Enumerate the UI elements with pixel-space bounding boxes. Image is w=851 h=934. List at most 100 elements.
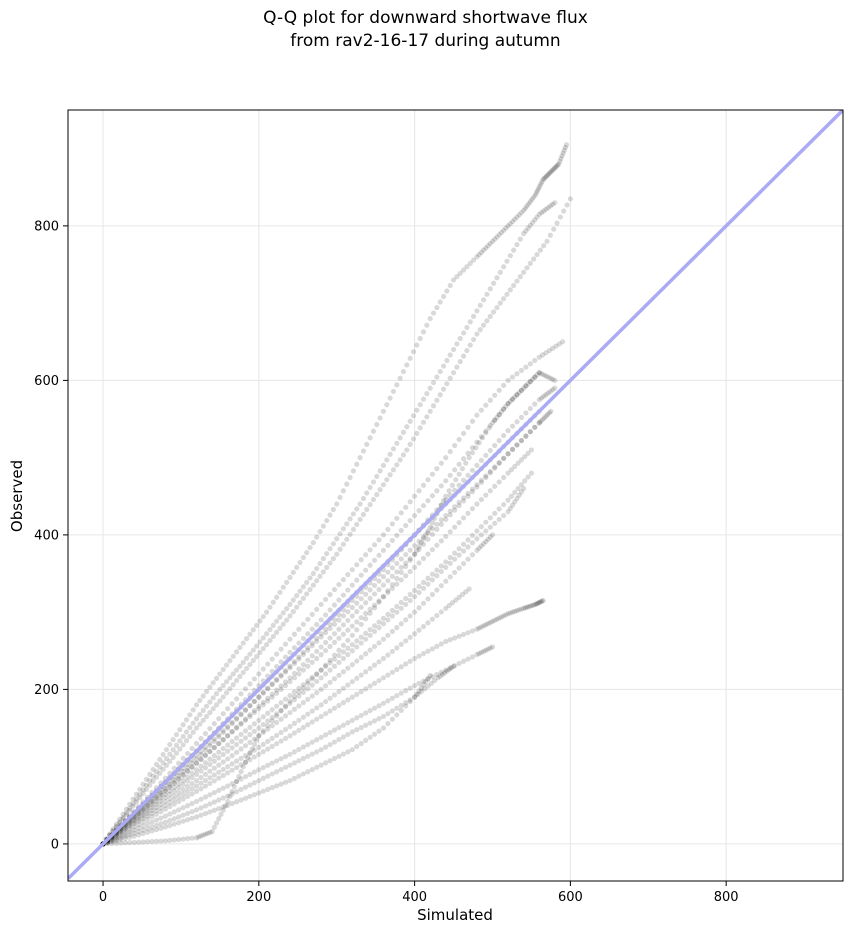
- scatter-point: [287, 649, 293, 655]
- scatter-point: [465, 510, 471, 516]
- scatter-point: [322, 639, 329, 646]
- scatter-point: [387, 472, 393, 478]
- scatter-point: [456, 461, 462, 467]
- scatter-point: [345, 665, 351, 671]
- scatter-point: [251, 728, 257, 734]
- scatter-point: [501, 455, 507, 461]
- scatter-point: [256, 733, 262, 739]
- scatter-point: [470, 313, 477, 319]
- scatter-point: [489, 532, 496, 538]
- scatter-point: [113, 840, 120, 846]
- scatter-point: [496, 479, 502, 485]
- scatter-point: [256, 694, 262, 700]
- scatter-point: [398, 569, 404, 576]
- scatter-point: [197, 711, 203, 718]
- scatter-point: [429, 616, 436, 622]
- scatter-point: [238, 711, 244, 717]
- scatter-point: [238, 720, 244, 726]
- scatter-point: [541, 415, 547, 421]
- scatter-point: [291, 670, 298, 677]
- scatter-point: [140, 781, 146, 787]
- scatter-point: [389, 708, 395, 714]
- scatter-point: [220, 766, 226, 773]
- scatter-point: [247, 703, 253, 709]
- scatter-point: [389, 565, 395, 571]
- scatter-point: [180, 781, 186, 787]
- scatter-point: [403, 703, 409, 709]
- scatter-point: [487, 515, 493, 521]
- scatter-point: [452, 524, 458, 530]
- scatter-point: [485, 243, 491, 249]
- scatter-point: [414, 342, 420, 348]
- scatter-point: [509, 218, 516, 225]
- scatter-point: [412, 609, 418, 615]
- scatter-point: [216, 787, 222, 793]
- scatter-point: [309, 676, 315, 682]
- scatter-point: [363, 636, 369, 642]
- scatter-point: [171, 788, 177, 794]
- scatter-series: [100, 644, 496, 847]
- scatter-point: [230, 653, 236, 659]
- scatter-point: [552, 200, 558, 206]
- scatter-point: [260, 699, 266, 705]
- scatter-point: [167, 811, 173, 817]
- scatter-point: [474, 308, 480, 314]
- scatter-point: [371, 628, 378, 635]
- scatter-point: [238, 691, 244, 697]
- scatter-point: [309, 766, 315, 773]
- scatter-point: [460, 515, 467, 521]
- scatter-point: [523, 433, 529, 439]
- scatter-point: [193, 783, 200, 789]
- scatter-point: [327, 643, 333, 650]
- scatter-point: [509, 396, 516, 402]
- scatter-point: [280, 610, 286, 616]
- scatter-point: [309, 751, 315, 757]
- scatter-point: [430, 379, 437, 386]
- scatter-point: [478, 249, 484, 255]
- scatter-point: [371, 557, 378, 563]
- scatter-point: [167, 799, 173, 806]
- scatter-point: [440, 386, 447, 392]
- scatter-point: [398, 564, 404, 571]
- scatter-point: [443, 493, 449, 499]
- scatter-point: [140, 809, 146, 815]
- x-tick-label: 800: [714, 890, 739, 905]
- scatter-point: [140, 823, 146, 829]
- scatter-point: [254, 622, 260, 628]
- scatter-point: [469, 489, 476, 495]
- scatter-point: [287, 751, 293, 757]
- scatter-point: [294, 604, 300, 610]
- scatter-point: [532, 217, 538, 223]
- scatter-point: [269, 771, 275, 777]
- scatter-point: [278, 766, 284, 773]
- scatter-point: [296, 654, 302, 660]
- scatter-point: [211, 744, 217, 750]
- scatter-point: [149, 798, 155, 805]
- scatter-point: [397, 457, 403, 463]
- scatter-point: [157, 756, 163, 763]
- scatter-point: [278, 646, 284, 652]
- scatter-point: [400, 368, 407, 375]
- scatter-point: [282, 764, 289, 770]
- scatter-point: [256, 703, 262, 710]
- scatter-point: [233, 724, 240, 730]
- scatter-point: [469, 418, 476, 424]
- scatter-point: [242, 735, 249, 741]
- scatter-point: [384, 457, 390, 463]
- scatter-point: [280, 584, 286, 590]
- scatter-point: [446, 488, 452, 494]
- scatter-point: [447, 512, 453, 518]
- scatter-point: [265, 686, 271, 692]
- scatter-point: [117, 819, 123, 825]
- scatter-point: [424, 414, 430, 420]
- scatter-point: [384, 402, 390, 408]
- scatter-point: [389, 669, 395, 675]
- scatter-point: [477, 327, 483, 333]
- scatter-point: [227, 658, 233, 664]
- scatter-point: [314, 638, 320, 644]
- scatter-point: [189, 770, 195, 776]
- scatter-point: [516, 607, 522, 613]
- scatter-point: [322, 760, 329, 766]
- scatter-point: [354, 461, 360, 467]
- scatter-point: [185, 836, 191, 842]
